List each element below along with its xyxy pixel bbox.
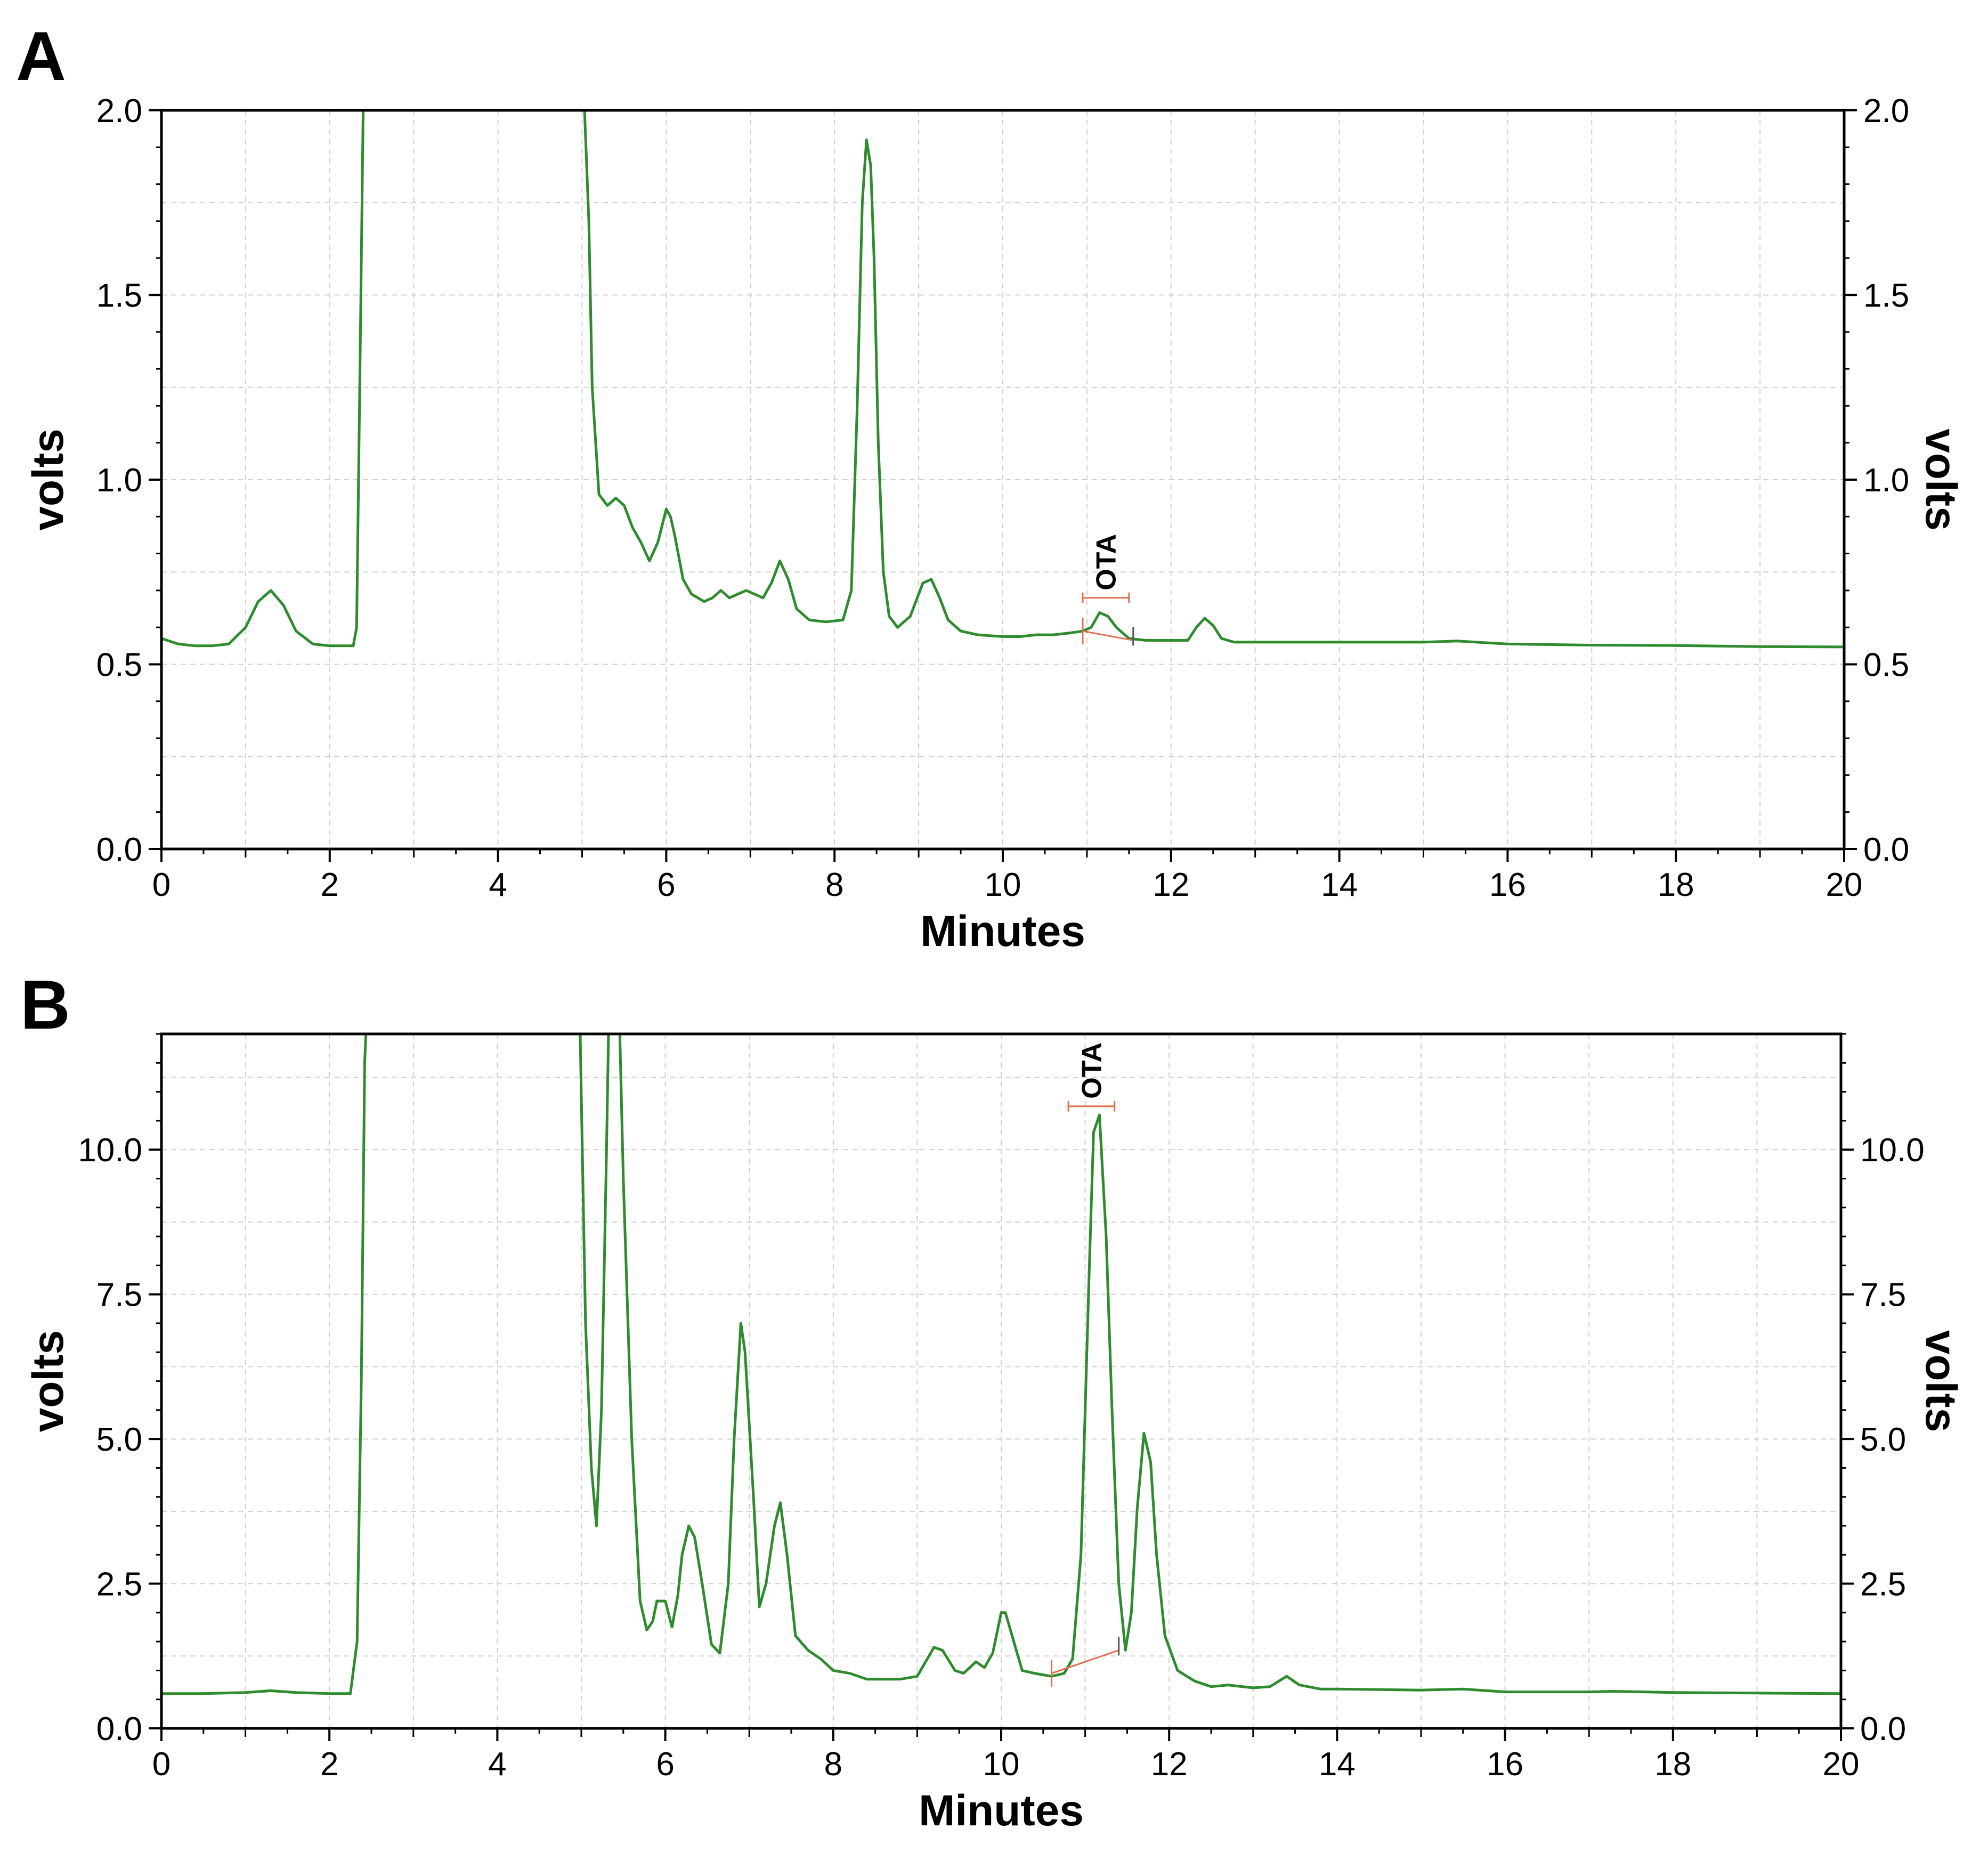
y-tick-label-right-b: 7.5 [1860,1277,1906,1314]
y-tick-label-left-b: 5.0 [96,1421,142,1458]
x-tick-label-b: 20 [1823,1746,1860,1783]
ota-label: OTA [1091,534,1122,591]
y-tick-label-left-a: 1.5 [96,278,142,314]
x-tick-label-b: 18 [1654,1746,1691,1783]
x-tick-label-a: 2 [321,867,339,903]
x-axis-title-a: Minutes [920,907,1085,956]
x-tick-label-a: 12 [1153,867,1189,903]
x-tick-label-b: 6 [656,1746,674,1783]
y-tick-label-right-b: 5.0 [1860,1421,1906,1458]
y-tick-label-left-b: 2.5 [96,1566,142,1603]
x-tick-label-a: 14 [1321,867,1358,903]
x-axis-title-b: Minutes [919,1786,1084,1835]
x-tick-label-a: 18 [1658,867,1694,903]
x-tick-label-a: 16 [1489,867,1526,903]
y-tick-label-left-a: 1.0 [96,462,142,499]
y-tick-label-right-a: 2.0 [1863,93,1909,130]
y-axis-title-left-b: volts [24,1330,72,1432]
y-tick-label-left-b: 7.5 [96,1277,142,1314]
x-tick-label-b: 10 [983,1746,1020,1783]
ota-label: OTA [1076,1042,1107,1099]
y-axis-title-right-b: volts [1917,1330,1965,1432]
ota-annotation-a: OTA [1082,534,1134,646]
ota-baseline [1082,630,1134,641]
y-axis-title-left-a: volts [24,428,72,530]
x-tick-label-b: 12 [1151,1746,1188,1783]
x-tick-label-a: 20 [1826,867,1863,903]
y-tick-label-left-a: 2.0 [96,93,142,130]
x-tick-label-b: 4 [488,1746,506,1783]
chromatogram-trace-b [161,1034,1841,1695]
panel-a-letter: A [16,17,66,95]
y-tick-label-right-b: 10.0 [1860,1132,1925,1169]
x-tick-label-b: 8 [824,1746,842,1783]
y-tick-label-right-a: 1.0 [1863,462,1909,499]
x-tick-label-a: 10 [985,867,1021,903]
x-tick-label-a: 0 [152,867,171,903]
y-tick-label-left-a: 0.0 [96,831,142,868]
ota-annotation-b: OTA [1051,1042,1120,1687]
y-tick-label-right-a: 0.0 [1863,831,1909,868]
chromatogram-trace-a [161,110,1844,649]
panel-b-letter: B [20,966,70,1044]
x-tick-label-b: 2 [320,1746,338,1783]
y-tick-label-left-a: 0.5 [96,647,142,684]
y-tick-label-right-a: 0.5 [1863,647,1909,684]
y-tick-label-right-a: 1.5 [1863,278,1909,314]
x-tick-label-a: 8 [825,867,843,903]
x-tick-label-b: 14 [1319,1746,1356,1783]
x-tick-label-b: 16 [1487,1746,1523,1783]
x-tick-label-a: 4 [489,867,507,903]
y-tick-label-left-b: 10.0 [78,1132,142,1169]
y-tick-label-right-b: 0.0 [1860,1711,1906,1748]
y-tick-label-right-b: 2.5 [1860,1566,1906,1603]
x-tick-label-a: 6 [657,867,675,903]
y-tick-label-left-b: 0.0 [96,1711,142,1748]
y-axis-title-right-a: volts [1917,428,1965,530]
ota-baseline [1051,1649,1119,1675]
x-tick-label-b: 0 [152,1746,171,1783]
